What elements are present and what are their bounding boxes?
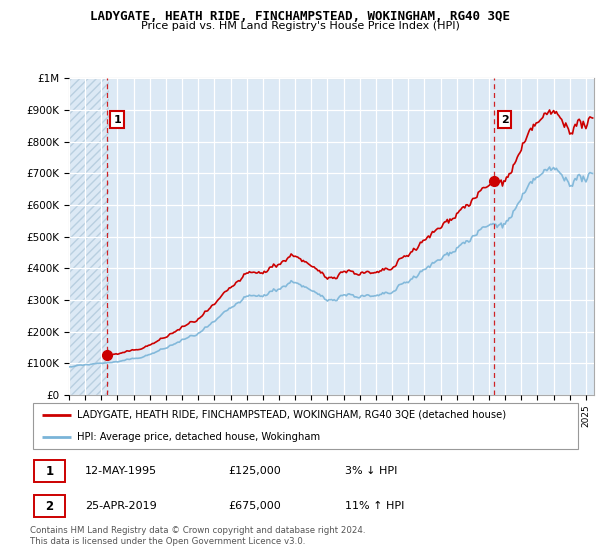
Text: 1: 1 [113, 115, 121, 124]
FancyBboxPatch shape [34, 460, 65, 482]
Text: LADYGATE, HEATH RIDE, FINCHAMPSTEAD, WOKINGHAM, RG40 3QE: LADYGATE, HEATH RIDE, FINCHAMPSTEAD, WOK… [90, 10, 510, 23]
Text: Contains HM Land Registry data © Crown copyright and database right 2024.
This d: Contains HM Land Registry data © Crown c… [30, 526, 365, 546]
Text: £675,000: £675,000 [229, 501, 281, 511]
FancyBboxPatch shape [33, 404, 578, 449]
Text: 1: 1 [45, 465, 53, 478]
Text: 11% ↑ HPI: 11% ↑ HPI [344, 501, 404, 511]
FancyBboxPatch shape [34, 495, 65, 517]
Text: £125,000: £125,000 [229, 466, 281, 476]
Text: LADYGATE, HEATH RIDE, FINCHAMPSTEAD, WOKINGHAM, RG40 3QE (detached house): LADYGATE, HEATH RIDE, FINCHAMPSTEAD, WOK… [77, 410, 506, 420]
Text: HPI: Average price, detached house, Wokingham: HPI: Average price, detached house, Woki… [77, 432, 320, 442]
Text: Price paid vs. HM Land Registry's House Price Index (HPI): Price paid vs. HM Land Registry's House … [140, 21, 460, 31]
Text: 12-MAY-1995: 12-MAY-1995 [85, 466, 157, 476]
Text: 2: 2 [45, 500, 53, 512]
Text: 25-APR-2019: 25-APR-2019 [85, 501, 157, 511]
Text: 2: 2 [500, 115, 508, 124]
Text: 3% ↓ HPI: 3% ↓ HPI [344, 466, 397, 476]
